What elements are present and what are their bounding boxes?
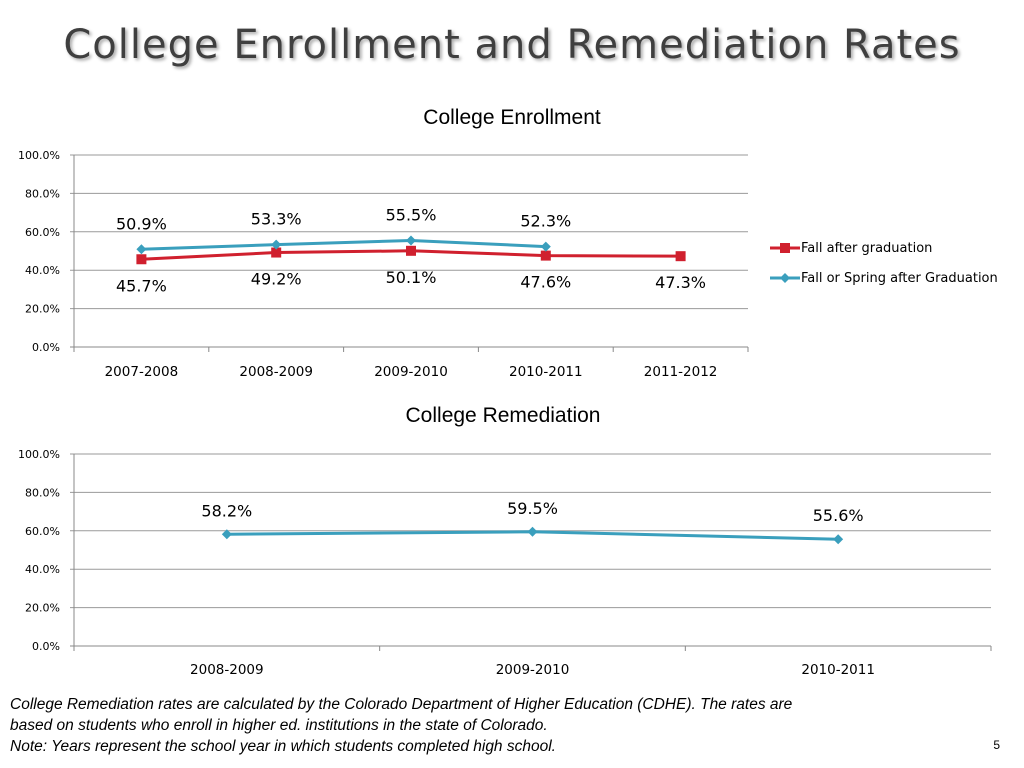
chart-1: College Enrollment 0.0% 20.0% 40.0% 60.0% 80.… [18, 106, 998, 380]
y-tick-label: 80.0% [25, 187, 60, 200]
data-point [406, 245, 416, 256]
data-point [540, 250, 551, 261]
y-tick-label: 20.0% [25, 602, 60, 615]
series-1: 45.7% 49.2% 50.1% 47.6% 47.3% [116, 245, 706, 295]
data-label: 50.1% [386, 268, 437, 287]
data-label: 52.3% [520, 212, 571, 231]
data-point [136, 244, 147, 255]
series-1: 58.2% 59.5% 55.6% [201, 499, 864, 545]
page-number: 5 [993, 738, 1000, 752]
data-point [833, 534, 844, 545]
footnote-line-3: Note: Years represent the school year in… [10, 738, 556, 755]
x-tick-label: 2010-2011 [801, 662, 875, 678]
x-tick-label: 2011-2012 [644, 364, 718, 380]
data-label: 59.5% [507, 499, 558, 518]
y-tick-label: 60.0% [25, 226, 60, 239]
y-tick-label: 40.0% [25, 563, 60, 576]
y-tick-label: 0.0% [32, 640, 60, 653]
data-label: 55.6% [813, 506, 864, 525]
data-point [527, 526, 538, 537]
footnote-line-1: College Remediation rates are calculated… [10, 696, 793, 713]
chart-2: College Remediation 0.0% 20.0% 40.0% 60.0% 80… [18, 404, 992, 678]
data-point [675, 251, 686, 262]
data-point [271, 247, 282, 258]
legend-marker [780, 243, 790, 253]
series-line [141, 238, 546, 251]
legend-entry: Fall or Spring after Graduation [801, 271, 998, 286]
data-point [271, 239, 282, 250]
y-tick-label: 60.0% [25, 525, 60, 538]
data-label: 45.7% [116, 276, 167, 295]
data-label: 49.2% [251, 270, 302, 289]
data-point [540, 241, 551, 252]
chart-title: College Enrollment [423, 106, 601, 129]
y-tick-label: 80.0% [25, 486, 60, 499]
x-tick-label: 2008-2009 [190, 662, 264, 678]
data-label: 55.5% [386, 205, 437, 224]
data-label: 58.2% [201, 501, 252, 520]
data-label: 53.3% [251, 210, 302, 229]
series-2: 50.9% 53.3% 55.5% 52.3% [116, 205, 571, 255]
data-label: 47.3% [655, 273, 706, 292]
chart-title: College Remediation [406, 404, 601, 427]
slide-title: College Enrollment and Remediation Rates [63, 22, 961, 68]
y-tick-label: 100.0% [18, 448, 60, 461]
data-point [406, 235, 416, 246]
legend-marker [780, 273, 790, 283]
y-tick-label: 100.0% [18, 149, 60, 162]
data-point [136, 254, 147, 265]
y-tick-label: 20.0% [25, 303, 60, 316]
x-tick-label: 2007-2008 [105, 364, 179, 380]
data-label: 50.9% [116, 214, 167, 233]
x-tick-label: 2009-2010 [374, 364, 448, 380]
x-tick-label: 2010-2011 [509, 364, 583, 380]
legend-entry: Fall after graduation [801, 241, 932, 256]
x-tick-label: 2008-2009 [239, 364, 313, 380]
y-tick-label: 40.0% [25, 264, 60, 277]
x-tick-label: 2009-2010 [496, 662, 570, 678]
data-point [221, 529, 232, 540]
legend: Fall after graduation Fall or Spring afte… [770, 241, 998, 286]
footnote-line-2: based on students who enroll in higher e… [10, 717, 548, 734]
y-tick-label: 0.0% [32, 341, 60, 354]
data-label: 47.6% [520, 273, 571, 292]
footnote: College Remediation rates are calculated… [10, 694, 970, 757]
